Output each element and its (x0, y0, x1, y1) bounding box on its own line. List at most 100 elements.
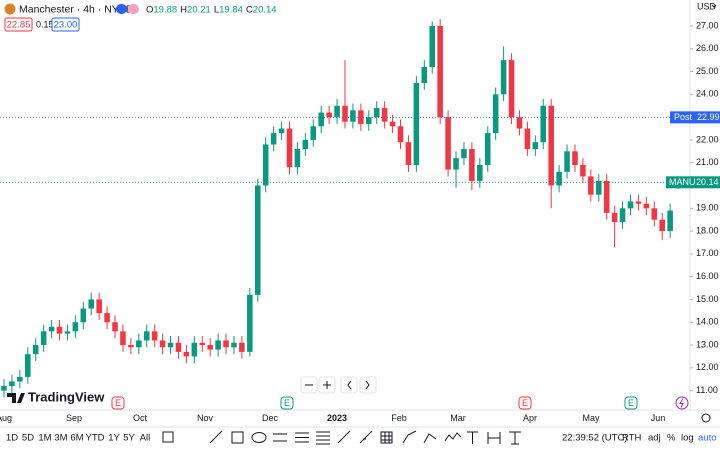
y-tick-label: 27.00 (696, 20, 719, 30)
log-button[interactable]: log (681, 433, 694, 444)
candle-body (540, 105, 547, 143)
candle-body (381, 108, 388, 122)
period-button[interactable]: 3M (54, 433, 67, 444)
candle-body (556, 171, 562, 186)
candle-body (48, 326, 55, 332)
post-label: Post (674, 112, 693, 122)
candle-body (286, 128, 293, 168)
tool-icon[interactable] (209, 430, 223, 444)
candle-body (120, 331, 126, 346)
candle-body (310, 126, 317, 140)
tool-icon[interactable] (381, 432, 392, 443)
ask-box[interactable] (51, 17, 80, 32)
candle-body (112, 322, 118, 332)
event-badge[interactable] (624, 396, 638, 410)
candle-body (611, 212, 618, 222)
scroll-left[interactable] (340, 376, 358, 394)
percent-button[interactable]: % (667, 433, 676, 444)
ask: 23.00 (54, 20, 78, 31)
symbol-logo (4, 3, 16, 15)
x-tick-label: Jun (651, 413, 666, 423)
session-button[interactable]: RTH (622, 433, 641, 444)
candle-body (477, 164, 483, 181)
period-button[interactable]: All (140, 433, 151, 444)
candle-body (143, 331, 150, 341)
bid: 22.85 (7, 20, 31, 31)
period-button[interactable]: 5D (22, 433, 34, 444)
tool-icon[interactable] (295, 432, 309, 443)
candle-body (88, 299, 95, 309)
y-tick-label: 11.00 (696, 385, 718, 395)
tool-icon[interactable] (444, 432, 462, 442)
candle-body (175, 342, 182, 352)
event-label: E (522, 398, 528, 408)
x-tick-label: 2023 (327, 413, 347, 423)
candle-body (183, 351, 190, 357)
candle-body (516, 117, 523, 129)
tool-icon[interactable] (273, 433, 287, 442)
tool-icon[interactable] (487, 432, 501, 444)
ohlc-label: L (214, 4, 219, 15)
candle-body (421, 67, 428, 83)
y-tick-label: 18.00 (696, 225, 719, 235)
event-badge[interactable] (518, 396, 532, 410)
period-button[interactable]: 1Y (108, 433, 120, 444)
period-button[interactable]: 1M (38, 433, 51, 444)
tool-icon[interactable] (380, 431, 393, 444)
candle-body (342, 105, 348, 122)
candle-body (9, 381, 15, 387)
candle-body (667, 210, 673, 232)
candle-body (405, 142, 412, 165)
event-label: E (115, 398, 121, 408)
candle-body (40, 331, 47, 346)
period-button[interactable]: 6M (70, 433, 83, 444)
toggle[interactable] (128, 4, 139, 14)
tool-icon[interactable] (402, 430, 417, 444)
currency[interactable]: USD (697, 1, 717, 11)
tool-icon[interactable] (316, 431, 330, 445)
candle-body (437, 25, 443, 118)
post-label-box (670, 111, 720, 124)
candle-body (619, 208, 626, 222)
candle-body (72, 322, 79, 332)
last-label-box (666, 176, 720, 189)
tool-icon[interactable] (337, 430, 351, 444)
tool-icon[interactable] (359, 430, 373, 444)
event-markers: E E E E (111, 396, 711, 423)
x-tick-label: Feb (391, 413, 407, 423)
scroll-right[interactable] (359, 376, 377, 394)
period-button[interactable]: YTD (86, 433, 105, 444)
bid-box[interactable] (4, 17, 33, 32)
toggle[interactable] (116, 4, 127, 14)
y-tick-label: 19.00 (696, 203, 719, 213)
tool-icon[interactable] (251, 432, 267, 443)
tool-icon[interactable] (467, 431, 478, 444)
adj-button[interactable]: adj (648, 433, 661, 444)
tool-icon[interactable] (509, 431, 521, 445)
candle-body (167, 342, 174, 348)
candle-body (588, 176, 594, 195)
y-tick-label: 25.00 (696, 66, 719, 76)
x-tick-label: Mar (450, 413, 466, 423)
tool-icon[interactable] (162, 431, 174, 443)
period-button[interactable]: 5Y (123, 433, 135, 444)
auto-button[interactable]: auto (698, 433, 717, 444)
tool-icon[interactable] (423, 433, 437, 444)
candle-body (159, 340, 166, 348)
x-tick-label: Dec (262, 413, 279, 423)
candle-body (302, 139, 309, 150)
candle-body (508, 60, 515, 118)
candle-body (294, 149, 301, 168)
tool-icon[interactable] (231, 431, 244, 444)
event-badge[interactable] (280, 396, 294, 410)
candle-body (373, 108, 380, 118)
event-badge[interactable] (111, 396, 125, 410)
event-label: E (628, 398, 634, 408)
candle-body (17, 376, 23, 382)
ohlc-label: C (246, 4, 253, 15)
y-tick-label: 15.00 (696, 294, 719, 304)
icon (365, 380, 370, 390)
icon (347, 380, 352, 390)
period-button[interactable]: 1D (6, 433, 18, 444)
settings-icon[interactable] (701, 413, 711, 423)
